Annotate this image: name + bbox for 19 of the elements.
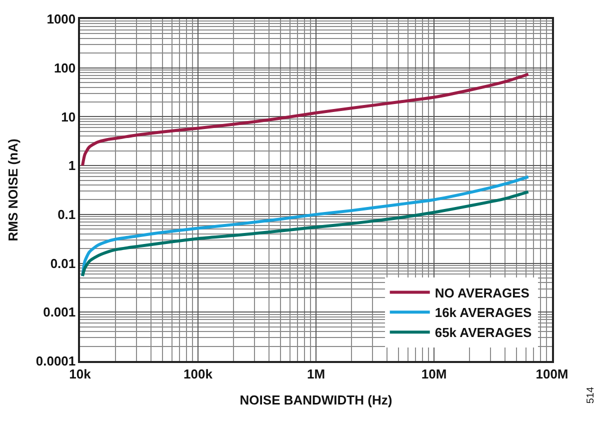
x-tick-label: 10M: [421, 366, 447, 382]
y-tick-label: 1: [68, 158, 76, 174]
y-tick-label: 0.0001: [36, 354, 76, 369]
text: 514: [586, 386, 597, 404]
y-tick-label: 0.001: [43, 304, 76, 320]
legend-label: 16k AVERAGES: [434, 305, 532, 320]
legend-label: 65k AVERAGES: [434, 325, 532, 340]
x-tick-label: 100M: [536, 366, 568, 382]
legend-label: NO AVERAGES: [434, 285, 530, 300]
x-tick-label: 10k: [69, 366, 92, 382]
y-tick-label: 100: [54, 60, 76, 76]
y-tick-label: 10: [61, 109, 76, 124]
x-axis-title: NOISE BANDWIDTH (Hz): [240, 392, 392, 408]
y-axis-title: RMS NOISE (nA): [5, 138, 20, 242]
y-tick-label: 0.01: [50, 256, 76, 271]
y-tick-label: 0.1: [58, 206, 76, 222]
x-tick-label: 100k: [184, 366, 214, 382]
x-tick-label: 1M: [306, 366, 326, 382]
y-tick-label: 1000: [46, 12, 76, 27]
